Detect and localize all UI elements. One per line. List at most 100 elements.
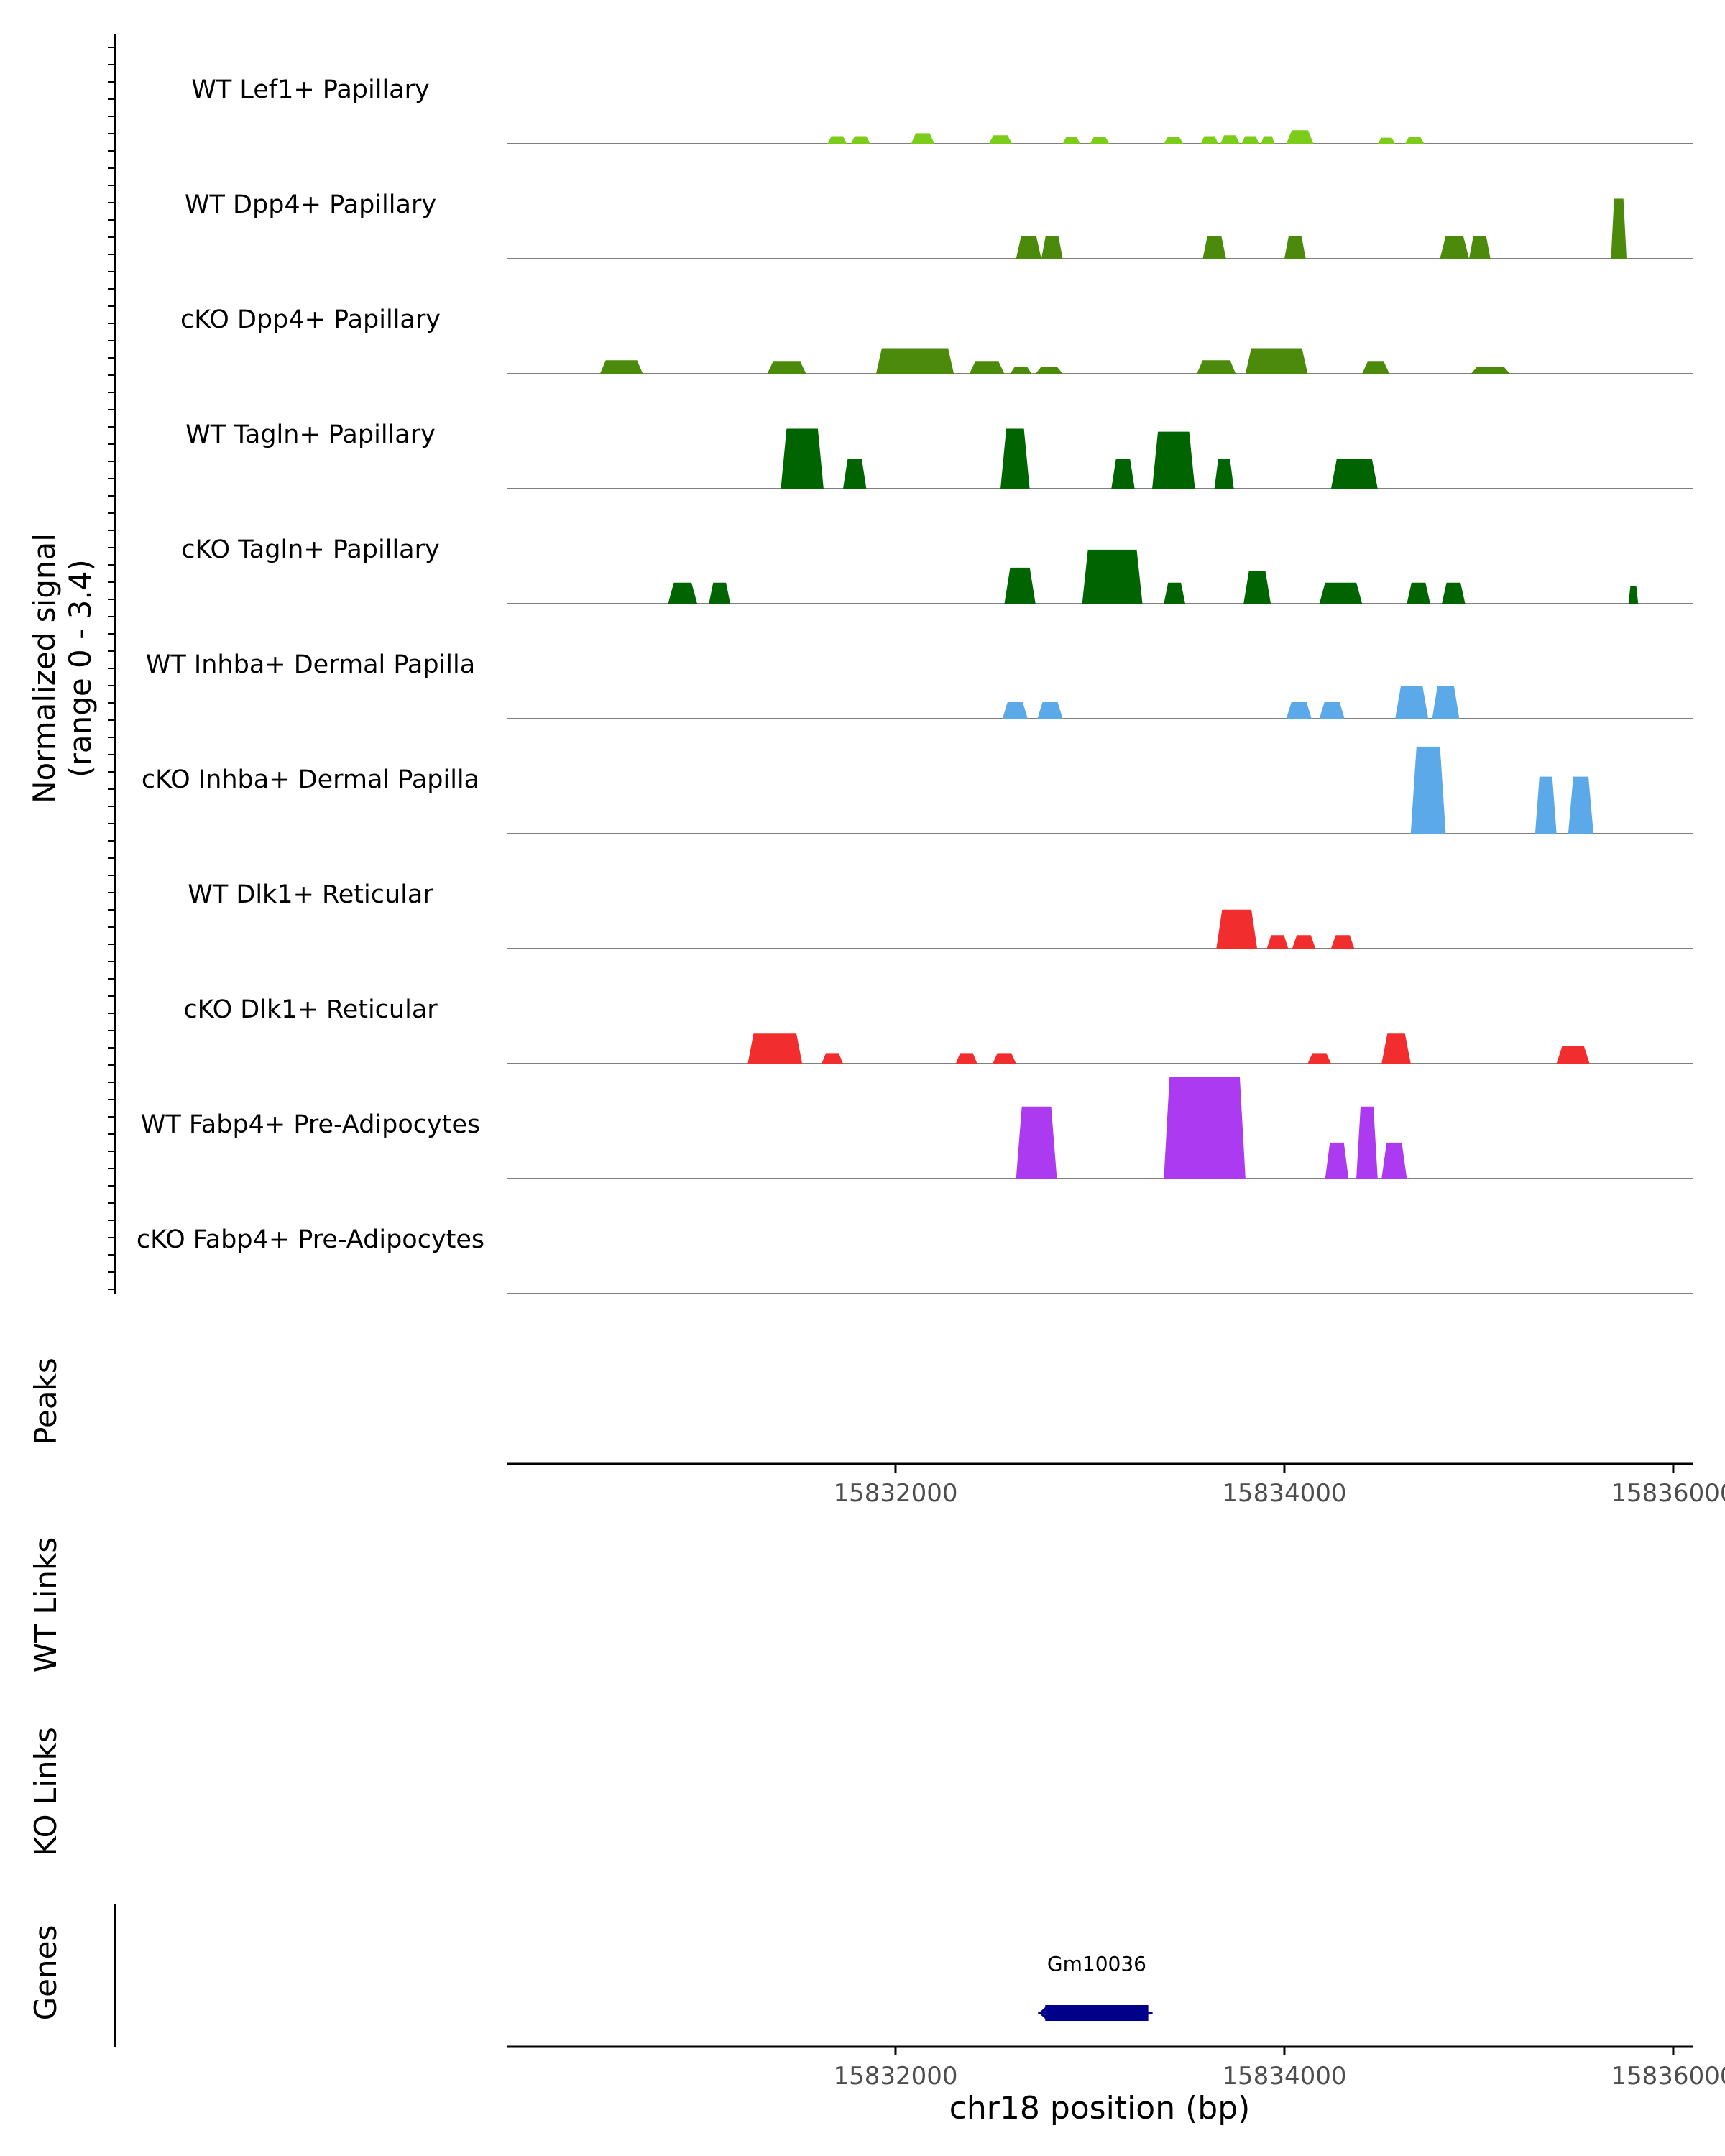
coverage-peak bbox=[1220, 135, 1240, 144]
wt-links-track-label: WT Links bbox=[28, 1537, 63, 1672]
x-tick-label: 15832000 bbox=[833, 1479, 957, 1508]
coverage-peak bbox=[1404, 137, 1425, 144]
coverage-peak bbox=[1286, 130, 1314, 144]
coverage-peak bbox=[1292, 935, 1316, 949]
coverage-tracks: WT Lef1+ Papillary WT Dpp4+ Papillary cKO … bbox=[137, 75, 1693, 1294]
coverage-peak bbox=[1362, 361, 1390, 374]
coverage-peak bbox=[1216, 909, 1258, 949]
coverage-peak bbox=[827, 136, 847, 144]
coverage-peak bbox=[1016, 236, 1041, 259]
coverage-peak bbox=[955, 1053, 978, 1064]
coverage-peak bbox=[1611, 198, 1627, 259]
coverage-peak bbox=[1241, 136, 1259, 144]
coverage-peak bbox=[1377, 137, 1396, 144]
gene-strand-arrow bbox=[1039, 2005, 1049, 2021]
track-label-wt-tagln-papillary: WT Tagln+ Papillary bbox=[185, 420, 436, 449]
coverage-peak bbox=[969, 361, 1005, 374]
coverage-peak bbox=[1004, 567, 1036, 604]
genes-track-label: Genes bbox=[28, 1925, 63, 2021]
track-label-cko-dlk1-reticular: cKO Dlk1+ Reticular bbox=[183, 995, 438, 1024]
coverage-peak bbox=[1319, 702, 1345, 719]
x-tick-label: 15834000 bbox=[1222, 1479, 1346, 1508]
coverage-peak bbox=[1410, 746, 1446, 834]
gene-annotations: Gm10036 bbox=[1038, 1952, 1153, 2021]
coverage-peak bbox=[1035, 367, 1063, 374]
signal-axis-label: Normalized signal bbox=[27, 533, 62, 803]
coverage-peak bbox=[822, 1053, 843, 1064]
coverage-peak bbox=[1082, 549, 1143, 604]
coverage-peak bbox=[668, 582, 698, 604]
coverage-peak bbox=[1535, 776, 1557, 834]
coverage-peak bbox=[1197, 360, 1236, 374]
coverage-peak bbox=[1286, 702, 1312, 719]
coverage-peak bbox=[1214, 459, 1234, 489]
track-label-cko-inhba-dermal-papilla: cKO Inhba+ Dermal Papilla bbox=[142, 765, 479, 794]
coverage-peak bbox=[1010, 367, 1032, 374]
coverage-peak bbox=[781, 428, 824, 489]
coverage-peak bbox=[1090, 137, 1110, 144]
coverage-peak bbox=[1164, 1077, 1246, 1179]
coverage-peak bbox=[850, 136, 870, 144]
genes-x-axis-ticks: 15832000 15834000 15836000 bbox=[833, 2047, 1725, 2091]
coverage-peak bbox=[842, 459, 867, 489]
coverage-peak bbox=[911, 133, 935, 144]
coverage-peak bbox=[709, 582, 731, 604]
coverage-peak bbox=[1307, 1053, 1331, 1064]
coverage-peak bbox=[767, 361, 806, 374]
coverage-peak bbox=[1440, 236, 1469, 259]
coverage-peak bbox=[1330, 459, 1378, 489]
coverage-peak bbox=[1284, 236, 1306, 259]
coverage-peak bbox=[1037, 702, 1063, 719]
coverage-peak bbox=[1568, 776, 1594, 834]
track-label-cko-tagln-papillary: cKO Tagln+ Papillary bbox=[181, 535, 440, 564]
coverage-peak bbox=[1245, 348, 1308, 374]
coverage-peak bbox=[1381, 1033, 1411, 1064]
x-tick-label: 15834000 bbox=[1222, 2062, 1346, 2091]
coverage-peak bbox=[1395, 686, 1429, 719]
x-tick-label: 15832000 bbox=[833, 2062, 957, 2091]
coverage-peak bbox=[1432, 686, 1460, 719]
coverage-peak bbox=[1200, 136, 1218, 144]
coverage-peak bbox=[875, 348, 954, 374]
coverage-peak bbox=[1000, 428, 1030, 489]
coverage-peak bbox=[1243, 571, 1271, 604]
coverage-peak bbox=[1041, 236, 1063, 259]
coverage-peak bbox=[1111, 459, 1135, 489]
coverage-peak bbox=[1356, 1106, 1378, 1179]
track-label-wt-dlk1-reticular: WT Dlk1+ Reticular bbox=[188, 880, 433, 909]
coverage-peak bbox=[1261, 136, 1275, 144]
coverage-peak bbox=[1152, 431, 1195, 489]
x-tick-label: 15836000 bbox=[1611, 2062, 1725, 2091]
peaks-track-label: Peaks bbox=[28, 1358, 63, 1445]
peaks-x-axis-ticks: 15832000 15834000 15836000 bbox=[833, 1464, 1725, 1508]
track-label-cko-fabp4-pre-adipocytes: cKO Fabp4+ Pre-Adipocytes bbox=[137, 1225, 484, 1254]
track-label-wt-dpp4-papillary: WT Dpp4+ Papillary bbox=[185, 190, 436, 219]
coverage-peak bbox=[1002, 702, 1028, 719]
coverage-peak bbox=[1628, 585, 1639, 604]
coverage-peak bbox=[1202, 236, 1226, 259]
coverage-peak bbox=[1330, 935, 1355, 949]
coverage-peak bbox=[599, 360, 643, 374]
coverage-peak bbox=[1266, 935, 1289, 949]
coverage-peak bbox=[1468, 236, 1491, 259]
coverage-peak bbox=[1471, 367, 1510, 374]
coverage-peak bbox=[1381, 1142, 1407, 1179]
track-label-wt-lef1-papillary: WT Lef1+ Papillary bbox=[191, 75, 430, 104]
coverage-peak bbox=[1325, 1142, 1349, 1179]
coverage-peak bbox=[1164, 582, 1186, 604]
coverage-peak bbox=[1164, 137, 1184, 144]
coverage-peak bbox=[748, 1033, 803, 1064]
coverage-peak bbox=[1319, 582, 1363, 604]
coverage-peak bbox=[1016, 1106, 1057, 1179]
coverage-peak bbox=[1407, 582, 1430, 604]
track-label-wt-fabp4-pre-adipocytes: WT Fabp4+ Pre-Adipocytes bbox=[141, 1110, 480, 1139]
x-axis-label: chr18 position (bp) bbox=[949, 2090, 1251, 2127]
coverage-peak bbox=[1442, 582, 1466, 604]
signal-axis-range-label: (range 0 - 3.4) bbox=[63, 559, 98, 778]
coverage-peak bbox=[993, 1053, 1016, 1064]
track-label-wt-inhba-dermal-papilla: WT Inhba+ Dermal Papilla bbox=[146, 650, 475, 679]
ko-links-track-label: KO Links bbox=[28, 1727, 63, 1856]
coverage-peak bbox=[988, 135, 1013, 144]
coverage-peak bbox=[1062, 137, 1080, 144]
